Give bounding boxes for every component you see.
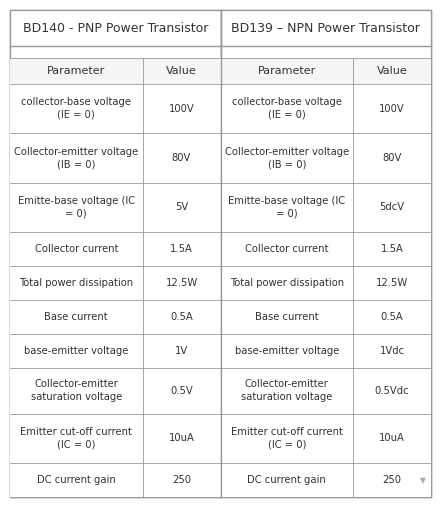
Bar: [220, 84, 431, 133]
Text: 100V: 100V: [168, 103, 194, 114]
Bar: [220, 266, 431, 300]
Text: 100V: 100V: [379, 103, 405, 114]
Text: 1.5A: 1.5A: [381, 244, 404, 254]
Bar: [220, 232, 431, 266]
Text: Value: Value: [377, 66, 407, 76]
Text: 1Vdc: 1Vdc: [380, 346, 405, 355]
Text: 5dcV: 5dcV: [380, 202, 405, 212]
Text: base-emitter voltage: base-emitter voltage: [24, 346, 128, 355]
Text: 1V: 1V: [175, 346, 188, 355]
Text: Emitte-base voltage (IC
= 0): Emitte-base voltage (IC = 0): [228, 196, 345, 219]
Text: 1.5A: 1.5A: [170, 244, 193, 254]
Text: Collector current: Collector current: [34, 244, 118, 254]
Text: Value: Value: [166, 66, 197, 76]
Text: base-emitter voltage: base-emitter voltage: [235, 346, 339, 355]
Bar: [10, 183, 220, 232]
Bar: [220, 300, 431, 334]
Text: collector-base voltage
(IE = 0): collector-base voltage (IE = 0): [232, 97, 342, 120]
Text: Collector-emitter voltage
(IB = 0): Collector-emitter voltage (IB = 0): [224, 147, 349, 169]
Text: Emitter cut-off current
(IC = 0): Emitter cut-off current (IC = 0): [20, 427, 132, 450]
Bar: [10, 368, 220, 414]
Bar: [10, 463, 220, 497]
Bar: [220, 58, 431, 84]
Text: Total power dissipation: Total power dissipation: [230, 278, 344, 288]
Text: Parameter: Parameter: [47, 66, 105, 76]
Text: Collector-emitter
saturation voltage: Collector-emitter saturation voltage: [30, 379, 122, 402]
Bar: [10, 414, 220, 463]
Text: 0.5V: 0.5V: [170, 386, 193, 395]
Bar: [220, 10, 431, 497]
Text: ▼: ▼: [420, 476, 426, 485]
Bar: [220, 463, 431, 497]
Text: 10uA: 10uA: [379, 433, 405, 444]
Bar: [220, 368, 431, 414]
Text: 80V: 80V: [172, 153, 191, 163]
Text: DC current gain: DC current gain: [247, 475, 326, 485]
Text: Base current: Base current: [255, 312, 318, 322]
Bar: [10, 84, 220, 133]
Bar: [220, 133, 431, 183]
Text: Emitte-base voltage (IC
= 0): Emitte-base voltage (IC = 0): [18, 196, 135, 219]
Bar: [10, 10, 220, 497]
Text: collector-base voltage
(IE = 0): collector-base voltage (IE = 0): [21, 97, 131, 120]
Text: Total power dissipation: Total power dissipation: [19, 278, 133, 288]
Bar: [10, 133, 220, 183]
Bar: [10, 266, 220, 300]
Text: BD139 – NPN Power Transistor: BD139 – NPN Power Transistor: [232, 21, 420, 34]
Bar: [220, 414, 431, 463]
Text: Emitter cut-off current
(IC = 0): Emitter cut-off current (IC = 0): [231, 427, 343, 450]
Text: 0.5A: 0.5A: [170, 312, 193, 322]
Text: Collector-emitter voltage
(IB = 0): Collector-emitter voltage (IB = 0): [14, 147, 138, 169]
Text: 10uA: 10uA: [168, 433, 194, 444]
Text: 12.5W: 12.5W: [165, 278, 198, 288]
Bar: [10, 334, 220, 368]
Text: 5V: 5V: [175, 202, 188, 212]
Text: 250: 250: [382, 475, 402, 485]
Bar: [10, 232, 220, 266]
Text: 0.5Vdc: 0.5Vdc: [375, 386, 409, 395]
Text: BD140 - PNP Power Transistor: BD140 - PNP Power Transistor: [22, 21, 208, 34]
Bar: [220, 183, 431, 232]
Text: Parameter: Parameter: [258, 66, 316, 76]
Text: 80V: 80V: [382, 153, 402, 163]
Text: 250: 250: [172, 475, 191, 485]
Bar: [220, 334, 431, 368]
Bar: [10, 58, 220, 84]
Text: Collector current: Collector current: [245, 244, 329, 254]
Text: 12.5W: 12.5W: [376, 278, 408, 288]
Text: Collector-emitter
saturation voltage: Collector-emitter saturation voltage: [241, 379, 333, 402]
Text: DC current gain: DC current gain: [37, 475, 116, 485]
Bar: [10, 300, 220, 334]
Text: Base current: Base current: [45, 312, 108, 322]
Text: 0.5A: 0.5A: [381, 312, 404, 322]
